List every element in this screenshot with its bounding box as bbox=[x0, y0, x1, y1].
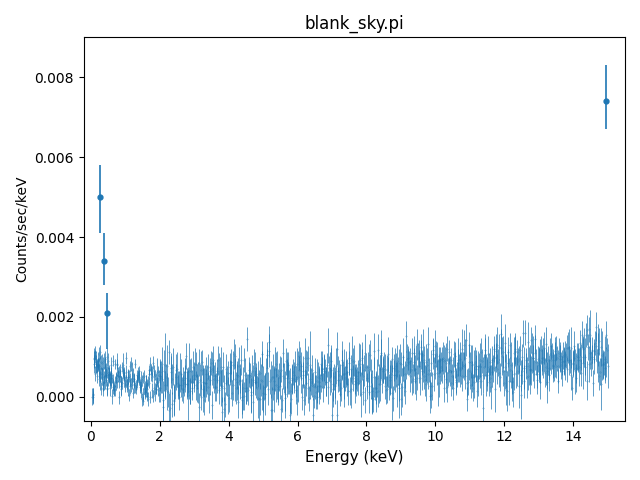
Title: blank_sky.pi: blank_sky.pi bbox=[305, 15, 404, 33]
X-axis label: Energy (keV): Energy (keV) bbox=[305, 450, 404, 465]
Y-axis label: Counts/sec/keV: Counts/sec/keV bbox=[15, 176, 29, 282]
